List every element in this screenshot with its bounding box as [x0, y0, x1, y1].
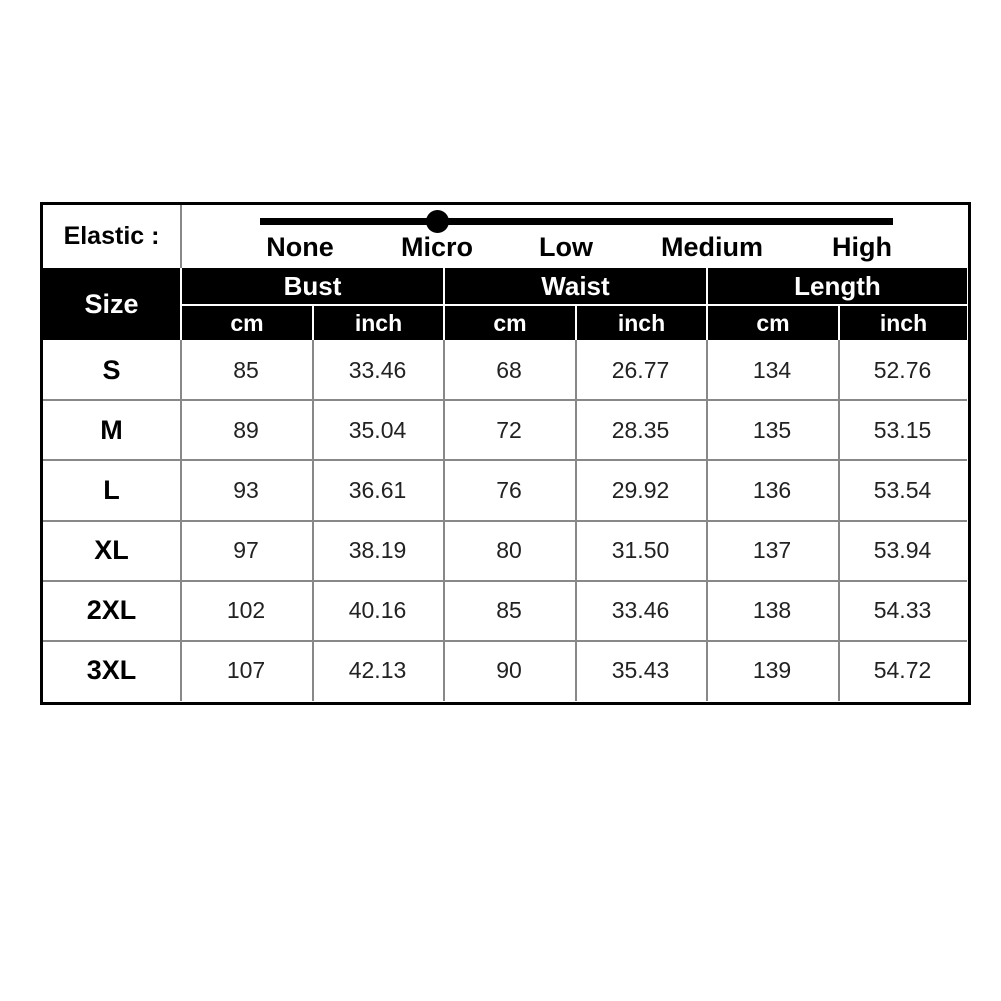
measurement: 90	[496, 657, 522, 684]
elastic-marker	[426, 210, 449, 233]
measurement: 136	[752, 476, 792, 503]
measurement: 28.35	[611, 416, 670, 443]
measurement: 134	[752, 356, 792, 383]
measurement: 52.76	[873, 356, 932, 383]
elastic-level: High	[832, 232, 892, 262]
measurement: 53.15	[873, 416, 932, 443]
elastic-scale	[260, 218, 893, 225]
unit-header: inch	[840, 306, 967, 340]
measurement: 40.16	[348, 597, 407, 624]
divider	[180, 205, 182, 268]
unit-header: cm	[445, 306, 575, 340]
column-divider	[180, 340, 182, 701]
column-divider	[312, 340, 314, 701]
measurement: 54.72	[873, 657, 932, 684]
measurement: 72	[496, 416, 522, 443]
measurement: 80	[496, 537, 522, 564]
measurement: 85	[233, 356, 259, 383]
measurement: 102	[226, 597, 266, 624]
unit-header: cm	[708, 306, 838, 340]
measurement: 139	[752, 657, 792, 684]
size-header: Size	[43, 268, 180, 340]
measurement: 35.43	[611, 657, 670, 684]
measurement: 93	[233, 476, 259, 503]
header-divider	[312, 305, 314, 340]
elastic-level: Medium	[660, 232, 764, 262]
measurement: 89	[233, 416, 259, 443]
elastic-level: Micro	[400, 232, 474, 262]
measurement: 53.54	[873, 476, 932, 503]
size-label: M	[100, 414, 123, 445]
measurement: 29.92	[611, 476, 670, 503]
measurement: 138	[752, 597, 792, 624]
size-label: L	[103, 474, 120, 505]
measurement: 38.19	[348, 537, 407, 564]
unit-header: inch	[577, 306, 706, 340]
row-divider	[43, 639, 967, 642]
row-divider	[43, 579, 967, 582]
size-label: 3XL	[86, 655, 137, 686]
measurement: 42.13	[348, 657, 407, 684]
measurement: 68	[496, 356, 522, 383]
group-header: Waist	[445, 268, 706, 304]
measurement: 53.94	[873, 537, 932, 564]
measurement: 35.04	[348, 416, 407, 443]
column-divider	[706, 340, 708, 701]
group-header: Bust	[182, 268, 443, 304]
row-divider	[43, 399, 967, 402]
measurement: 36.61	[348, 476, 407, 503]
size-label: S	[102, 354, 121, 385]
group-header: Length	[708, 268, 967, 304]
header-divider	[180, 304, 967, 306]
measurement: 137	[752, 537, 792, 564]
column-divider	[575, 340, 577, 701]
elastic-level: Low	[539, 232, 593, 262]
measurement: 54.33	[873, 597, 932, 624]
elastic-label: Elastic :	[63, 222, 160, 250]
measurement: 97	[233, 537, 259, 564]
unit-header: cm	[182, 306, 312, 340]
column-divider	[838, 340, 840, 701]
measurement: 33.46	[611, 597, 670, 624]
unit-header: inch	[314, 306, 443, 340]
row-divider	[43, 459, 967, 462]
header-divider	[838, 305, 840, 340]
elastic-level: None	[266, 232, 334, 262]
measurement: 33.46	[348, 356, 407, 383]
measurement: 107	[226, 657, 266, 684]
size-label: 2XL	[86, 595, 137, 626]
header-divider	[575, 305, 577, 340]
size-label: XL	[94, 535, 129, 566]
measurement: 26.77	[611, 356, 670, 383]
row-divider	[43, 519, 967, 522]
measurement: 135	[752, 416, 792, 443]
column-divider	[443, 340, 445, 701]
measurement: 31.50	[611, 537, 670, 564]
table-frame	[40, 202, 971, 705]
measurement: 85	[496, 597, 522, 624]
measurement: 76	[496, 476, 522, 503]
